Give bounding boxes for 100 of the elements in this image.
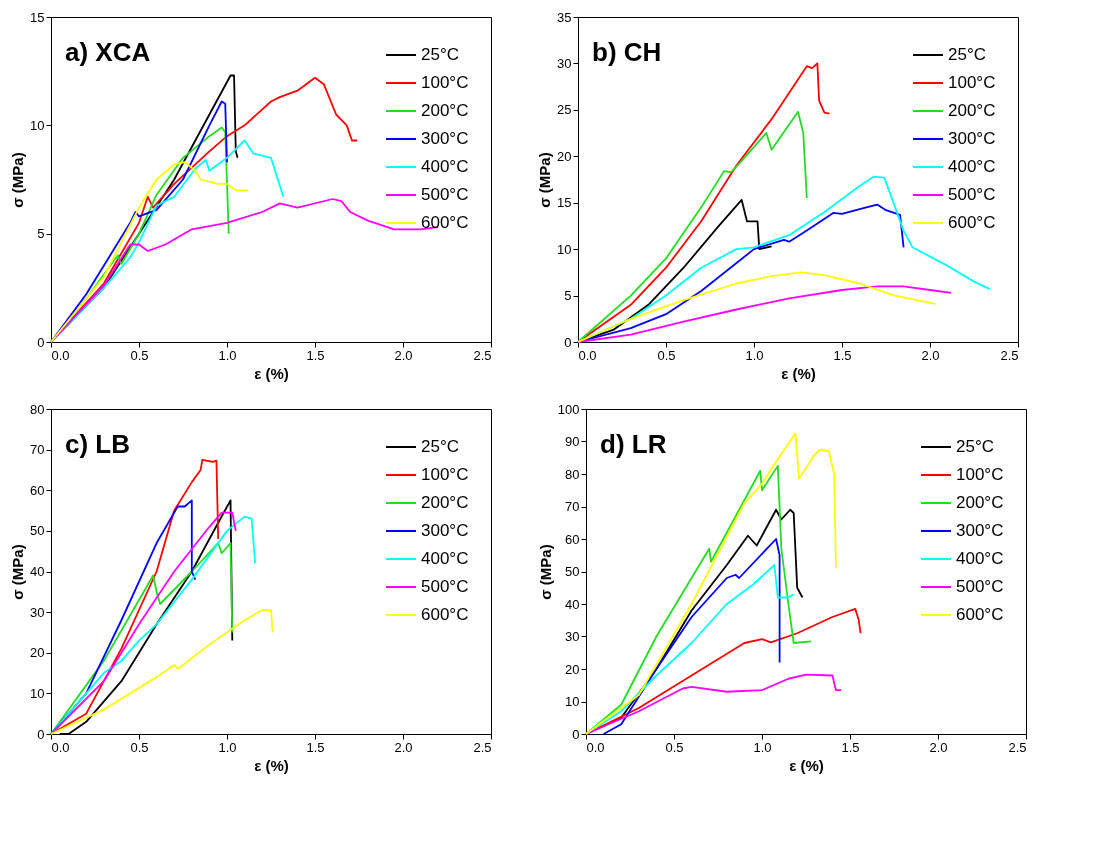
y-tick-label: 5 bbox=[37, 226, 45, 242]
x-tick-label: 0.0 bbox=[586, 739, 605, 755]
x-tick-label: 1.0 bbox=[753, 739, 772, 755]
y-tick-label: 0 bbox=[37, 334, 45, 350]
x-tick-label: 0.5 bbox=[657, 347, 676, 363]
y-tick-label: 60 bbox=[565, 531, 580, 547]
y-tick-label: 60 bbox=[30, 482, 45, 498]
legend-label: 200°C bbox=[948, 101, 996, 120]
y-tick-label: 100 bbox=[557, 401, 580, 417]
x-tick-label: 0.0 bbox=[51, 347, 70, 363]
x-tick-label: 2.0 bbox=[394, 347, 413, 363]
x-tick-label: 0.0 bbox=[578, 347, 597, 363]
legend-label: 600°C bbox=[421, 213, 469, 232]
legend-label: 100°C bbox=[956, 465, 1004, 484]
legend-label: 300°C bbox=[956, 521, 1004, 540]
legend-label: 600°C bbox=[956, 605, 1004, 624]
legend-label: 400°C bbox=[421, 157, 469, 176]
legend-label: 600°C bbox=[421, 605, 469, 624]
y-tick-label: 5 bbox=[564, 288, 572, 304]
line-series bbox=[602, 538, 781, 735]
legend-label: 100°C bbox=[421, 465, 469, 484]
line-series bbox=[50, 161, 250, 343]
legend-label: 300°C bbox=[948, 129, 996, 148]
line-series bbox=[50, 609, 274, 735]
legend-label: 500°C bbox=[948, 185, 996, 204]
y-tick-label: 30 bbox=[557, 55, 572, 71]
y-tick-label: 80 bbox=[30, 401, 45, 417]
y-tick-label: 35 bbox=[557, 9, 572, 25]
legend-label: 100°C bbox=[421, 73, 469, 92]
legend-label: 500°C bbox=[421, 185, 469, 204]
y-axis-title: σ (MPa) bbox=[536, 544, 554, 600]
text: c) LB bbox=[65, 429, 130, 459]
y-tick-label: 30 bbox=[30, 604, 45, 620]
x-tick-label: 2.5 bbox=[1000, 347, 1019, 363]
y-tick-label: 10 bbox=[30, 117, 45, 133]
legend-label: 600°C bbox=[948, 213, 996, 232]
x-tick-label: 0.5 bbox=[130, 347, 149, 363]
y-tick-label: 0 bbox=[564, 334, 572, 350]
line-series bbox=[577, 285, 953, 343]
legend-label: 200°C bbox=[956, 493, 1004, 512]
legend-label: 300°C bbox=[421, 521, 469, 540]
y-axis-title: σ (MPa) bbox=[536, 152, 554, 208]
x-tick-label: 0.0 bbox=[51, 739, 70, 755]
line-series bbox=[577, 271, 937, 343]
x-tick-label: 1.5 bbox=[306, 347, 325, 363]
x-axis-title: ε (%) bbox=[781, 364, 816, 382]
y-tick-label: 90 bbox=[565, 434, 580, 449]
x-tick-label: 1.5 bbox=[841, 739, 860, 755]
x-tick-label: 0.5 bbox=[665, 739, 684, 755]
x-tick-label: 1.0 bbox=[745, 347, 764, 363]
x-tick-label: 2.0 bbox=[929, 739, 948, 755]
y-tick-label: 15 bbox=[30, 9, 45, 25]
y-tick-label: 50 bbox=[565, 564, 580, 579]
y-axis-title: σ (MPa) bbox=[9, 544, 27, 600]
x-axis-title: ε (%) bbox=[254, 756, 289, 774]
x-axis-title: ε (%) bbox=[789, 756, 824, 774]
x-axis-title: ε (%) bbox=[254, 364, 289, 382]
x-tick-label: 2.5 bbox=[473, 347, 492, 363]
x-tick-label: 1.0 bbox=[218, 739, 237, 755]
x-tick-label: 1.5 bbox=[306, 739, 325, 755]
legend-label: 500°C bbox=[421, 577, 469, 596]
legend-label: 500°C bbox=[956, 577, 1004, 596]
y-tick-label: 0 bbox=[572, 726, 580, 742]
legend-label: 400°C bbox=[948, 157, 996, 176]
y-tick-label: 70 bbox=[565, 499, 580, 514]
y-tick-label: 25 bbox=[557, 102, 572, 118]
y-tick-label: 0 bbox=[37, 726, 45, 742]
x-tick-label: 0.5 bbox=[130, 739, 149, 755]
x-tick-label: 1.5 bbox=[833, 347, 852, 363]
legend-label: 200°C bbox=[421, 101, 469, 120]
y-axis-title: σ (MPa) bbox=[9, 152, 27, 208]
y-tick-label: 40 bbox=[30, 564, 45, 579]
y-tick-label: 50 bbox=[30, 523, 45, 539]
legend-label: 25°C bbox=[421, 437, 459, 456]
x-tick-label: 1.0 bbox=[218, 347, 237, 363]
text: b) CH bbox=[592, 37, 662, 67]
y-tick-label: 20 bbox=[557, 148, 572, 164]
legend-label: 25°C bbox=[948, 45, 986, 64]
legend-label: 100°C bbox=[948, 73, 996, 92]
y-tick-label: 20 bbox=[30, 645, 45, 661]
y-tick-label: 10 bbox=[30, 685, 45, 701]
y-tick-label: 15 bbox=[557, 195, 572, 211]
legend-label: 300°C bbox=[421, 129, 469, 148]
y-tick-label: 10 bbox=[565, 694, 580, 709]
text: a) XCA bbox=[65, 37, 151, 67]
y-tick-label: 10 bbox=[557, 241, 572, 257]
legend-label: 200°C bbox=[421, 493, 469, 512]
line-series bbox=[585, 673, 843, 735]
y-tick-label: 30 bbox=[565, 629, 580, 644]
x-tick-label: 2.5 bbox=[473, 739, 492, 755]
y-tick-label: 70 bbox=[30, 442, 45, 458]
legend-label: 400°C bbox=[421, 549, 469, 568]
text: d) LR bbox=[600, 429, 667, 459]
y-tick-label: 20 bbox=[565, 661, 580, 677]
x-tick-label: 2.0 bbox=[394, 739, 413, 755]
x-tick-label: 2.0 bbox=[921, 347, 940, 363]
y-tick-label: 40 bbox=[565, 596, 580, 612]
y-tick-label: 80 bbox=[565, 466, 580, 482]
legend-label: 400°C bbox=[956, 549, 1004, 568]
legend-label: 25°C bbox=[421, 45, 459, 64]
